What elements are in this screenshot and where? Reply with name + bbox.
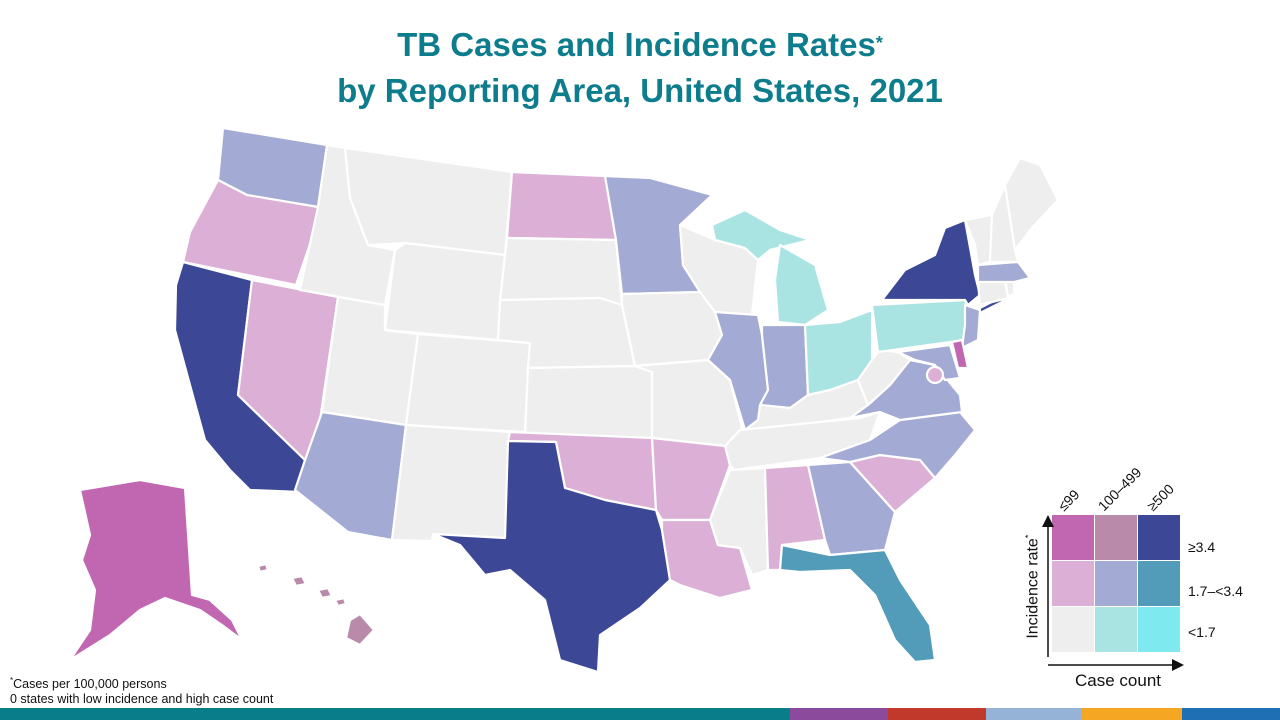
- legend-cell-mid-low: [1052, 561, 1094, 606]
- legend-cell-low-mid: [1095, 607, 1137, 652]
- legend-x-axis-label: Case count: [1075, 671, 1161, 690]
- state-colorado: [404, 332, 532, 434]
- state-new-mexico: [390, 423, 512, 543]
- legend-grid: [1052, 515, 1180, 653]
- state-massachusetts: [976, 260, 1032, 284]
- state-texas: [431, 439, 672, 674]
- legend-row-high: ≥3.4: [1188, 539, 1216, 555]
- state-north-dakota: [505, 170, 618, 242]
- state-maine: [1003, 156, 1060, 252]
- legend-cell-low-low: [1052, 607, 1094, 652]
- bar-segment-orange: [1082, 708, 1182, 720]
- footnote-rate-definition: *Cases per 100,000 persons: [10, 676, 167, 692]
- state-delaware: [950, 338, 970, 370]
- state-vermont: [963, 213, 994, 267]
- bar-segment-blue: [1182, 708, 1280, 720]
- map-title: TB Cases and Incidence Rates* by Reporti…: [0, 22, 1280, 114]
- state-michigan: [773, 243, 830, 327]
- footnote-low-incidence-note: 0 states with low incidence and high cas…: [10, 692, 274, 706]
- legend-cell-low-high: [1138, 607, 1180, 652]
- state-maryland: [896, 343, 962, 382]
- bar-segment-red: [888, 708, 986, 720]
- legend-cell-high-high: [1138, 515, 1180, 560]
- bottom-color-bar: [0, 708, 1280, 720]
- legend-axes: [1042, 515, 1184, 671]
- legend-cell-high-low: [1052, 515, 1094, 560]
- legend-cell-mid-mid: [1095, 561, 1137, 606]
- state-wyoming: [383, 241, 507, 342]
- title-line-2: by Reporting Area, United States, 2021: [337, 72, 943, 109]
- state-montana: [343, 146, 514, 257]
- state-north-carolina: [818, 410, 977, 480]
- legend-cell-high-mid: [1095, 515, 1137, 560]
- state-indiana: [758, 323, 810, 410]
- legend-row-low: <1.7: [1188, 624, 1216, 640]
- state-new-jersey: [960, 303, 982, 350]
- bar-segment-purple: [790, 708, 888, 720]
- state-florida: [778, 543, 937, 664]
- state-new-york: [880, 218, 982, 307]
- state-kansas: [523, 364, 654, 440]
- state-hawaii-islands: [256, 562, 348, 608]
- state-alaska: [68, 478, 244, 662]
- district-of-columbia: [925, 365, 945, 385]
- state-new-hampshire: [988, 183, 1020, 264]
- legend-cell-mid-high: [1138, 561, 1180, 606]
- bar-segment-lightblue: [986, 708, 1082, 720]
- legend-row-mid: 1.7–<3.4: [1188, 583, 1243, 599]
- state-hawaii: [344, 612, 376, 647]
- state-south-dakota: [498, 236, 624, 307]
- state-michigan-up: [710, 208, 812, 262]
- bar-segment-teal: [0, 708, 790, 720]
- title-line-1: TB Cases and Incidence Rates*: [397, 26, 883, 63]
